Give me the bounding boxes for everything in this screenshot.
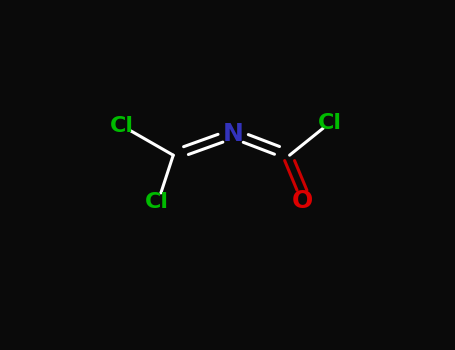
Text: N: N [223,122,243,146]
Text: Cl: Cl [110,116,134,135]
Text: Cl: Cl [318,113,342,133]
Text: O: O [291,189,313,213]
Text: Cl: Cl [146,193,169,212]
